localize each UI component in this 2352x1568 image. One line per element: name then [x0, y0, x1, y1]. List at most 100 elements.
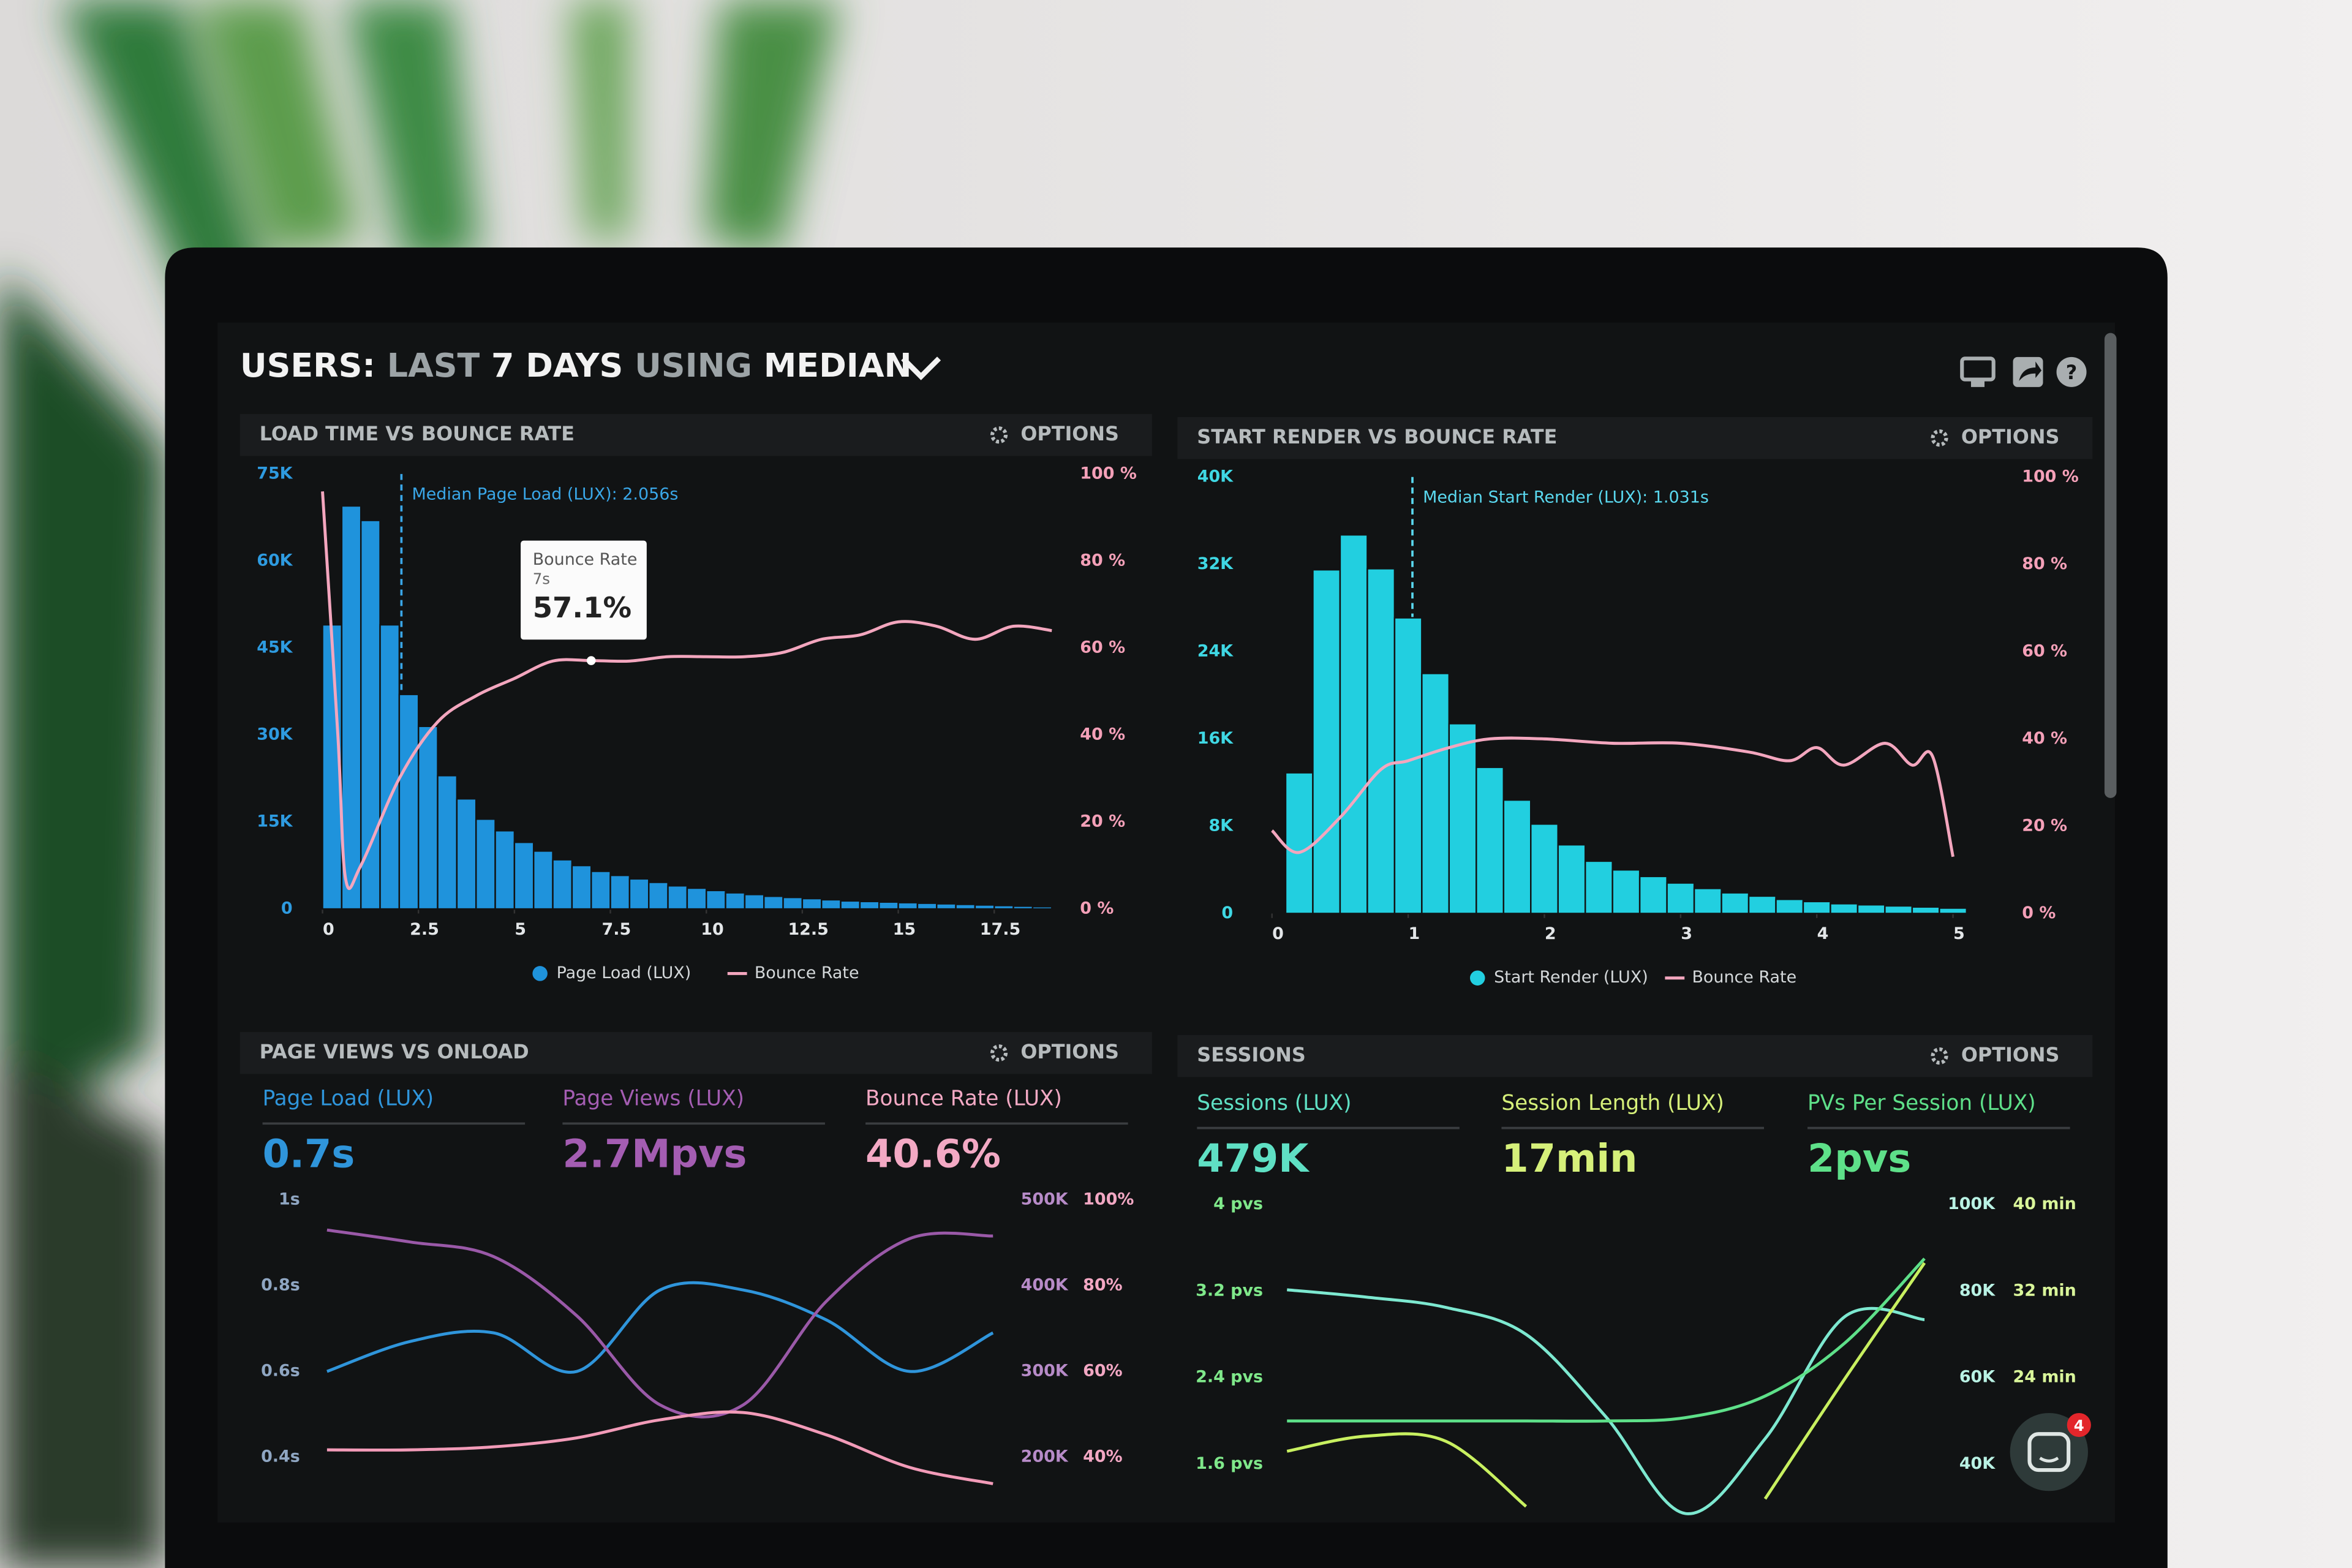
y3-tick-label: 60%	[1083, 1362, 1122, 1381]
y2-tick-label: 100 %	[2022, 467, 2079, 486]
bar	[1747, 895, 1777, 914]
share-icon[interactable]	[2013, 356, 2043, 387]
options-button[interactable]: OPTIONS	[1931, 1043, 2060, 1066]
bar	[1939, 907, 1968, 914]
monitor-icon[interactable]	[1960, 356, 1996, 387]
tooltip-point	[586, 656, 596, 665]
y2-tick-label: 60 %	[1080, 638, 1125, 657]
bar	[1693, 888, 1722, 914]
y-tick-label: 0	[1221, 903, 1233, 922]
y-tick-label: 24K	[1197, 641, 1234, 660]
bar	[1557, 843, 1586, 914]
y2-tick-label: 0 %	[1080, 899, 1114, 918]
chat-button[interactable]: 4	[2010, 1412, 2091, 1491]
y-tick-label: 32K	[1197, 554, 1234, 573]
y2-tick-label: 20 %	[1080, 812, 1125, 831]
y2-tick-label: 300K	[1021, 1362, 1069, 1381]
y2-tick-label: 40 %	[1080, 725, 1125, 744]
options-label: OPTIONS	[1020, 1040, 1119, 1063]
chat-badge: 4	[2074, 1417, 2084, 1434]
bar	[686, 887, 707, 910]
x-tick-label: 15	[893, 920, 916, 939]
stat-label: Page Views (LUX)	[562, 1087, 744, 1111]
bar	[1312, 568, 1341, 914]
dropdown-chevron[interactable]	[901, 356, 941, 380]
y-tick-label: 4 pvs	[1213, 1194, 1263, 1213]
dashboard-title: USERS: LAST 7 DAYS USING MEDIAN	[240, 346, 912, 385]
y2-tick-label: 100 %	[1080, 464, 1137, 483]
bar	[993, 905, 1014, 910]
annotation: Median Page Load (LUX): 2.056s	[412, 485, 679, 504]
bar	[1611, 869, 1641, 914]
help-icon[interactable]: ?	[2056, 356, 2087, 387]
x-tick-label: 2.5	[410, 920, 439, 939]
bar	[647, 881, 669, 910]
bar	[821, 899, 842, 910]
bar	[1856, 903, 1886, 914]
options-button[interactable]: OPTIONS	[990, 1040, 1119, 1063]
line-series	[326, 1281, 994, 1374]
gear-icon	[1931, 429, 1948, 447]
bar	[878, 901, 899, 910]
bar	[763, 895, 784, 910]
y-tick-label: 0.4s	[261, 1447, 300, 1466]
svg-text:?: ?	[2066, 361, 2077, 384]
x-tick-label: 10	[701, 920, 723, 939]
bar	[725, 892, 746, 910]
bar	[1884, 905, 1913, 914]
panel-header	[1177, 417, 2093, 459]
bar	[609, 874, 631, 910]
y2-tick-label: 0 %	[2022, 903, 2056, 922]
legend-label: Bounce Rate	[755, 963, 859, 982]
screen	[217, 322, 2116, 1523]
bar	[552, 859, 573, 910]
y3-tick-label: 24 min	[2013, 1368, 2076, 1387]
tooltip-box	[521, 540, 647, 640]
stat-label: Bounce Rate (LUX)	[865, 1087, 1062, 1111]
bar	[1421, 673, 1450, 914]
tooltip-value: 57.1%	[533, 591, 631, 624]
gear-icon	[990, 426, 1008, 444]
panel-title: START RENDER VS BOUNCE RATE	[1197, 425, 1557, 448]
y2-tick-label: 20 %	[2022, 816, 2067, 835]
bar	[801, 897, 823, 910]
options-button[interactable]: OPTIONS	[1931, 425, 2060, 448]
x-tick-label: 0	[1272, 924, 1284, 943]
stat-value: 479K	[1197, 1136, 1310, 1182]
y-tick-label: 0.8s	[261, 1276, 300, 1295]
y-tick-label: 15K	[257, 812, 293, 831]
legend-marker	[1470, 970, 1485, 986]
bar	[1721, 892, 1750, 914]
line-series	[1286, 1262, 1926, 1508]
bar	[456, 797, 477, 910]
bar	[398, 693, 420, 910]
y-tick-label: 60K	[257, 551, 293, 570]
bar	[1802, 900, 1831, 914]
bar	[955, 903, 976, 910]
legend-label: Bounce Rate	[1692, 968, 1796, 987]
options-label: OPTIONS	[1961, 425, 2060, 448]
bar	[571, 864, 592, 910]
bar	[532, 850, 554, 910]
bar	[494, 830, 516, 910]
x-tick-label: 7.5	[601, 920, 631, 939]
bar	[744, 894, 765, 910]
y-tick-label: 2.4 pvs	[1196, 1368, 1263, 1387]
y2-tick-label: 40K	[1959, 1454, 1996, 1473]
stat-label: Sessions (LUX)	[1197, 1091, 1351, 1115]
line-series	[326, 1410, 993, 1485]
bar	[1366, 568, 1396, 914]
options-button[interactable]: OPTIONS	[990, 422, 1119, 445]
stat-value: 2.7Mpvs	[562, 1132, 747, 1177]
scrollbar[interactable]	[2104, 333, 2117, 798]
y3-tick-label: 32 min	[2013, 1281, 2076, 1300]
y2-tick-label: 400K	[1021, 1276, 1069, 1295]
bar	[1775, 899, 1804, 914]
x-tick-label: 0	[323, 920, 334, 939]
y2-tick-label: 100K	[1948, 1194, 1996, 1213]
gear-icon	[1931, 1047, 1948, 1065]
x-tick-label: 4	[1817, 924, 1829, 943]
bar	[859, 900, 880, 910]
dashboard: LOAD TIME VS BOUNCE RATE OPTIONS015K30K45…	[239, 413, 2093, 1515]
